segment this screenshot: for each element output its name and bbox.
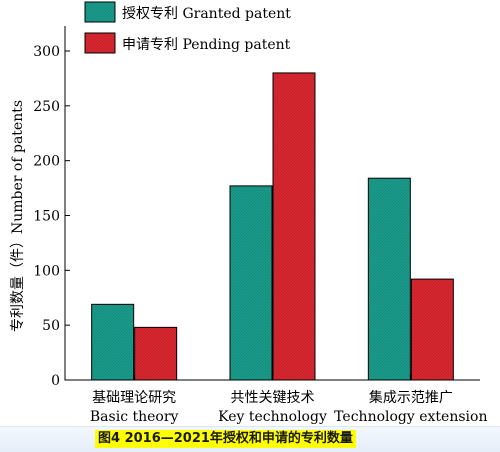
bar-pending-1 bbox=[272, 72, 316, 381]
legend: 授权专利 Granted patent 申请专利 Pending patent bbox=[84, 1, 291, 54]
y-ticks: 0 50 100 150 200 250 300 bbox=[33, 44, 70, 389]
bar-pending-2 bbox=[410, 278, 454, 381]
y-tick-label: 100 bbox=[33, 263, 60, 279]
legend-swatch-pending bbox=[84, 32, 116, 54]
bar-pending-0 bbox=[134, 326, 178, 381]
y-tick-label: 150 bbox=[33, 209, 60, 225]
x-labels: 基础理论研究 Basic theory 共性关键技术 Key technology 集成… bbox=[90, 389, 488, 425]
y-tick-label: 200 bbox=[33, 154, 60, 170]
y-axis-label: 专利数量（件）Number of patents bbox=[10, 100, 26, 332]
bar-granted-0 bbox=[91, 303, 135, 381]
y-tick-label: 250 bbox=[33, 99, 60, 115]
legend-swatch-granted bbox=[84, 1, 116, 23]
y-tick-label: 50 bbox=[42, 318, 60, 334]
bars bbox=[91, 72, 454, 381]
bar-granted-1 bbox=[229, 185, 273, 381]
legend-label-pending: 申请专利 Pending patent bbox=[122, 37, 291, 53]
bar-chart: 授权专利 Granted patent 申请专利 Pending patent … bbox=[10, 1, 488, 425]
x-tick-label-en: Key technology bbox=[218, 409, 327, 425]
bar-granted-2 bbox=[367, 177, 411, 381]
y-tick-label: 0 bbox=[51, 373, 60, 389]
x-tick-label-en: Technology extension bbox=[334, 409, 487, 425]
y-tick-label: 300 bbox=[33, 44, 60, 60]
x-tick-label-en: Basic theory bbox=[90, 409, 179, 425]
legend-label-granted: 授权专利 Granted patent bbox=[122, 6, 291, 22]
x-tick-label-zh: 基础理论研究 bbox=[92, 389, 176, 406]
x-tick-label-zh: 集成示范推广 bbox=[369, 389, 453, 406]
figure-caption: 图4 2016—2021年授权和申请的专利数量 bbox=[95, 430, 356, 448]
x-tick-label-zh: 共性关键技术 bbox=[231, 390, 315, 406]
